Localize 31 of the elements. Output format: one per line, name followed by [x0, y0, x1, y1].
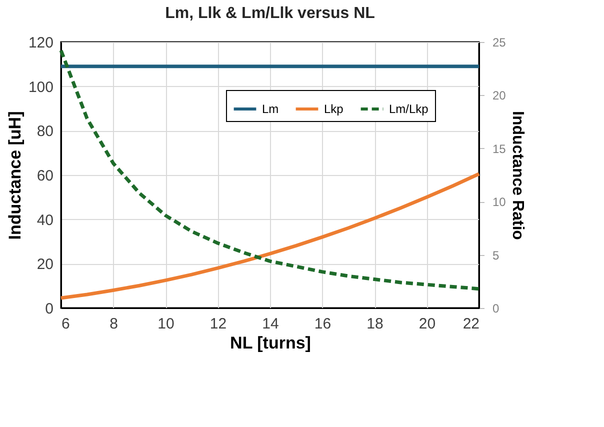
y-tick-label: 120: [28, 34, 54, 52]
y-tick-label: 100: [28, 78, 54, 96]
line-series: [59, 48, 481, 291]
y2-tick-label: 15: [492, 142, 506, 156]
x-axis-title: NL [turns]: [230, 334, 311, 352]
y-tick-label: 20: [36, 256, 54, 274]
x-tick-label: 16: [314, 316, 332, 332]
chart-title: Lm, Llk & Lm/Llk versus NL: [165, 5, 376, 22]
y2-tick-label: 10: [492, 195, 506, 210]
y-tick-label: 40: [36, 212, 54, 229]
y2-tick-label: 25: [492, 36, 506, 50]
x-tick-label: 22: [462, 316, 480, 332]
y2-tick-label: 5: [492, 248, 500, 262]
y2-tick-label: 0: [492, 302, 500, 316]
x-tick-label: 6: [62, 316, 70, 332]
x-tick-label: 10: [158, 316, 174, 332]
line-series: [59, 172, 481, 300]
y-axis-title: Inductance [uH]: [5, 111, 24, 240]
y-tick-label: 60: [36, 168, 54, 184]
y2-axis-title: Inductance Ratio: [508, 111, 526, 240]
x-tick-label: 8: [110, 316, 118, 332]
legend-label: Lm: [262, 102, 279, 116]
y2-tick-label: 20: [492, 88, 506, 103]
legend-label: Lkp: [324, 102, 344, 116]
y-tick-label: 80: [36, 123, 54, 140]
y-tick-label: 0: [45, 300, 54, 318]
legend-label: Lm/Lkp: [389, 102, 429, 116]
x-tick-label: 20: [418, 316, 436, 332]
x-tick-label: 14: [262, 316, 279, 332]
x-tick-label: 12: [210, 316, 227, 332]
x-tick-label: 18: [366, 316, 384, 332]
